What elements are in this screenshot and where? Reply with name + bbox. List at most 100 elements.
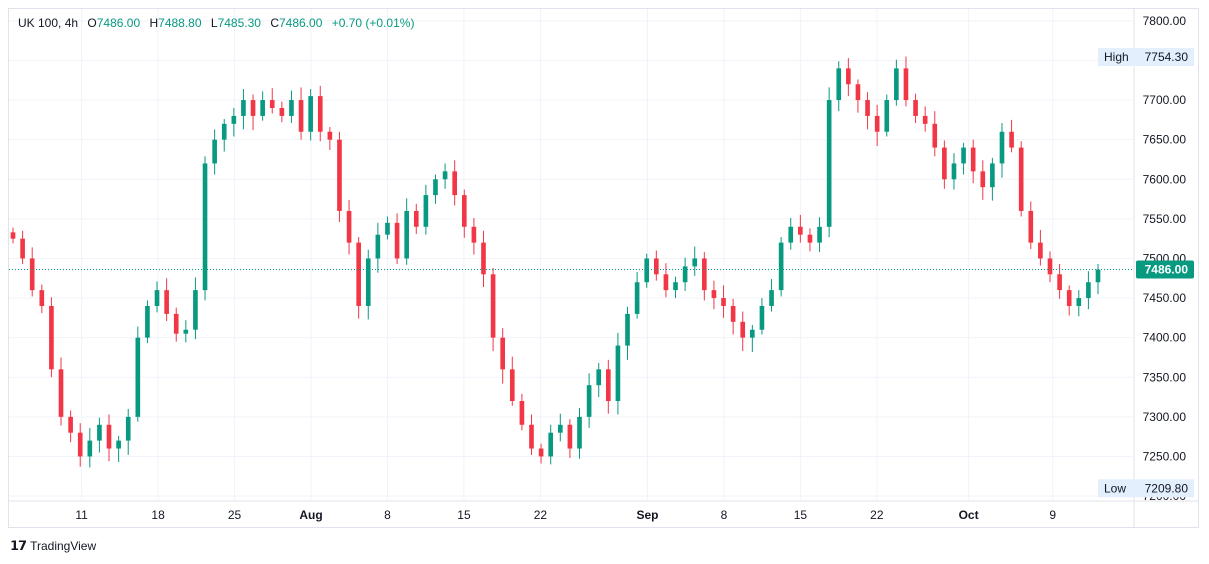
candle-body bbox=[385, 222, 390, 235]
x-tick-label: 8 bbox=[384, 508, 391, 522]
x-tick-label: 22 bbox=[534, 508, 548, 522]
candle-body bbox=[1018, 147, 1024, 211]
candle-body bbox=[279, 107, 285, 116]
symbol-name[interactable]: UK 100 bbox=[18, 16, 59, 30]
candle-body bbox=[913, 100, 918, 116]
candle-body bbox=[519, 401, 525, 425]
candle-body bbox=[125, 416, 131, 441]
candle-body bbox=[68, 416, 73, 433]
high-marker-value: 7754.30 bbox=[1145, 50, 1189, 64]
last-price-badge bbox=[1136, 260, 1194, 279]
candle-body bbox=[1066, 290, 1072, 306]
y-tick-label: 7250.00 bbox=[1143, 449, 1187, 463]
open-value: 7486.00 bbox=[96, 16, 141, 30]
candle-body bbox=[826, 100, 832, 227]
y-tick-label: 7600.00 bbox=[1143, 172, 1187, 186]
candle-body bbox=[1076, 298, 1082, 306]
candle-body bbox=[548, 432, 554, 457]
candle-body bbox=[682, 266, 688, 283]
candle-body bbox=[20, 238, 25, 259]
candle-body bbox=[798, 226, 803, 235]
candle-body bbox=[269, 100, 275, 108]
candle-body bbox=[241, 100, 246, 116]
candle-body bbox=[317, 96, 323, 132]
candle-body bbox=[1028, 210, 1034, 243]
candle-body bbox=[874, 115, 880, 132]
candle-body bbox=[356, 242, 361, 306]
candle-body bbox=[721, 298, 726, 306]
candle-body bbox=[202, 163, 208, 291]
candle-body bbox=[116, 440, 121, 449]
candle-body bbox=[1009, 131, 1014, 148]
high-marker-bg bbox=[1098, 48, 1194, 67]
candle-body bbox=[346, 210, 352, 243]
candle-body bbox=[529, 424, 534, 449]
candle-body bbox=[961, 147, 966, 164]
candle-body bbox=[750, 329, 755, 338]
candle-body bbox=[173, 313, 179, 334]
x-tick-label: 25 bbox=[228, 508, 242, 522]
chart-frame bbox=[8, 8, 1199, 528]
candle-body bbox=[903, 68, 909, 101]
y-tick-label: 7400.00 bbox=[1143, 331, 1187, 345]
candle-body bbox=[106, 424, 112, 449]
candle-body bbox=[1086, 282, 1091, 299]
candle-body bbox=[990, 163, 995, 188]
low-marker-value: 7209.80 bbox=[1145, 481, 1189, 495]
candle-body bbox=[221, 123, 227, 140]
y-tick-label: 7550.00 bbox=[1143, 212, 1187, 226]
candle-body bbox=[394, 222, 400, 259]
candle-body bbox=[788, 226, 794, 243]
candle-body bbox=[846, 68, 851, 85]
candle-body bbox=[433, 179, 438, 196]
candle-body bbox=[413, 210, 419, 227]
candle-body bbox=[1047, 258, 1053, 275]
candle-body bbox=[980, 171, 986, 188]
candle-body bbox=[231, 115, 237, 124]
candle-body bbox=[615, 345, 621, 402]
candle-body bbox=[586, 385, 592, 417]
low-value: 7485.30 bbox=[217, 16, 261, 30]
close-value: 7486.00 bbox=[278, 16, 323, 30]
candle-body bbox=[10, 232, 16, 239]
candle-body bbox=[673, 282, 678, 291]
candle-body bbox=[29, 258, 35, 291]
candle-body bbox=[855, 84, 861, 101]
candle-body bbox=[308, 96, 313, 132]
interval[interactable]: 4h bbox=[64, 16, 79, 30]
close-label: C bbox=[270, 16, 279, 30]
candle-body bbox=[375, 234, 381, 259]
candle-body bbox=[769, 290, 774, 306]
candle-body bbox=[481, 242, 486, 275]
candle-body bbox=[538, 448, 544, 457]
x-tick-label: Aug bbox=[299, 508, 322, 522]
x-tick-label: 8 bbox=[721, 508, 728, 522]
candle-body bbox=[298, 100, 304, 132]
x-tick-label: 15 bbox=[794, 508, 808, 522]
low-marker-bg bbox=[1098, 479, 1194, 498]
candle-body bbox=[183, 329, 189, 334]
candle-body bbox=[365, 258, 371, 306]
candle-body bbox=[894, 68, 899, 101]
candle-body bbox=[260, 100, 265, 116]
candle-body bbox=[865, 100, 870, 116]
candle-body bbox=[87, 440, 93, 457]
y-tick-label: 7300.00 bbox=[1143, 410, 1187, 424]
candle-body bbox=[509, 369, 515, 402]
candle-body bbox=[327, 131, 333, 140]
brand-name[interactable]: TradingView bbox=[30, 539, 97, 553]
candle-body bbox=[250, 100, 256, 116]
tradingview-logo-icon[interactable]: 𝟭𝟳 bbox=[10, 538, 27, 553]
low-marker-label: Low bbox=[1104, 481, 1126, 495]
candle-body bbox=[999, 131, 1005, 164]
high-marker-label: High bbox=[1104, 50, 1129, 64]
candle-body bbox=[1038, 242, 1043, 259]
candle-body bbox=[702, 258, 707, 291]
y-tick-label: 7700.00 bbox=[1143, 93, 1187, 107]
x-tick-label: Oct bbox=[959, 508, 979, 522]
x-tick-label: 9 bbox=[1049, 508, 1056, 522]
candle-body bbox=[452, 171, 457, 196]
candle-body bbox=[500, 337, 506, 370]
candle-body bbox=[663, 274, 669, 291]
